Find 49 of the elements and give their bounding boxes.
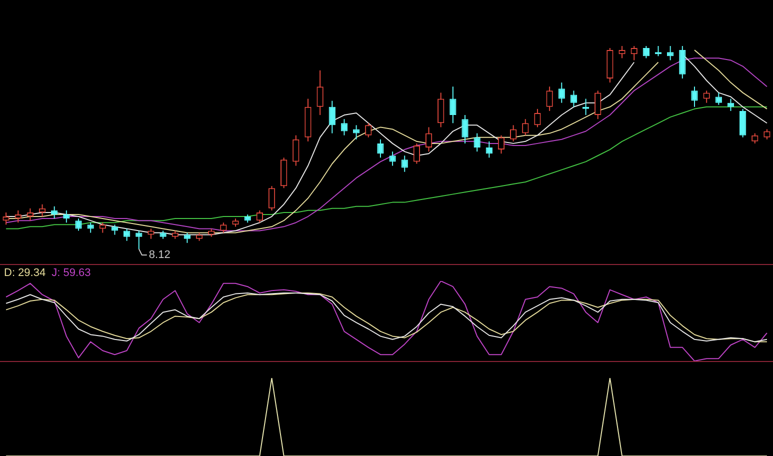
- candlestick: [703, 90, 710, 104]
- candlestick: [534, 108, 541, 128]
- candlestick: [220, 222, 227, 234]
- candlestick: [389, 151, 396, 166]
- text: 8.12: [148, 249, 170, 262]
- candlestick: [377, 138, 384, 158]
- candlestick: [268, 186, 276, 211]
- candlestick: [425, 126, 432, 152]
- candlestick: [546, 86, 553, 112]
- candlestick: [292, 134, 300, 166]
- candlestick: [26, 208, 34, 222]
- candlestick: [328, 100, 336, 134]
- candlestick: [2, 212, 10, 226]
- candlestick: [87, 222, 94, 234]
- candlestick: [136, 230, 142, 250]
- candlestick: [752, 132, 758, 144]
- candlestick: [558, 82, 565, 104]
- candlestick: [618, 46, 626, 59]
- candlestick: [486, 140, 492, 158]
- candlestick: [764, 128, 770, 140]
- series-label: J: 59.63: [52, 267, 91, 279]
- candlestick: [450, 86, 456, 124]
- candlestick: [340, 118, 348, 136]
- candlestick: [401, 155, 408, 172]
- candlestick: [184, 232, 191, 244]
- candlestick: [14, 210, 22, 224]
- candlestick: [498, 134, 505, 154]
- candlestick: [679, 46, 686, 79]
- candlestick: [316, 70, 324, 116]
- candlestick: [352, 124, 360, 140]
- candlestick: [38, 204, 46, 218]
- candlestick: [727, 98, 734, 112]
- candlestick: [124, 228, 130, 242]
- candlestick: [715, 92, 722, 106]
- candlestick: [99, 222, 106, 234]
- candlestick: [630, 46, 638, 61]
- series-label: D: 29.34: [4, 267, 46, 279]
- candlestick: [667, 46, 674, 61]
- candlestick: [474, 132, 480, 152]
- candlestick: [739, 108, 746, 138]
- candlestick: [63, 210, 70, 224]
- candlestick: [111, 224, 118, 236]
- candlestick: [594, 90, 602, 120]
- candlestick: [570, 90, 578, 108]
- candlestick: [51, 206, 58, 220]
- candlestick: [413, 142, 420, 164]
- candlestick: [438, 92, 444, 128]
- candlestick: [148, 228, 154, 240]
- candlestick: [462, 114, 468, 144]
